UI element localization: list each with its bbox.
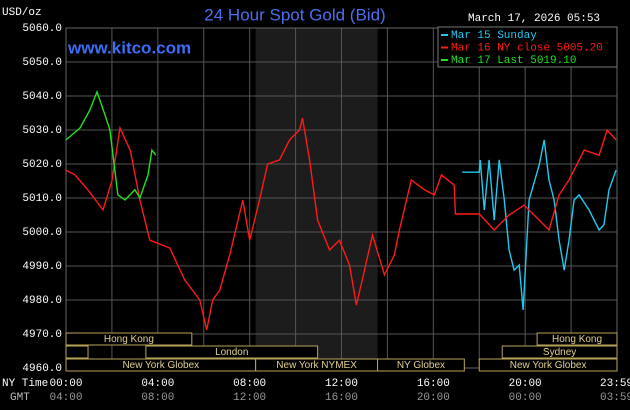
y-tick-label: 5030.0 (22, 125, 62, 137)
y-tick-label: 4970.0 (22, 329, 62, 341)
y-tick-label: 4990.0 (22, 261, 62, 273)
x-tick-label: 04:00 (49, 392, 82, 404)
session-label: Hong Kong (552, 334, 602, 345)
x-tick-label: 12:00 (325, 378, 358, 390)
session-box (65, 332, 193, 346)
x-tick-label: 20:00 (417, 392, 450, 404)
session-box (145, 345, 319, 359)
x-row-label: NY Time (2, 378, 48, 390)
x-tick-label: 08:00 (141, 392, 174, 404)
y-tick-label: 4960.0 (22, 363, 62, 375)
x-tick-label: 16:00 (325, 392, 358, 404)
plot-area (65, 27, 618, 369)
session-label: New York NYMEX (276, 360, 357, 371)
legend-label: Mar 17 Last 5019.10 (451, 55, 576, 67)
x-tick-label: 04:00 (141, 378, 174, 390)
x-tick-label: 08:00 (233, 378, 266, 390)
y-tick-label: 5000.0 (22, 227, 62, 239)
timestamp: March 17, 2026 05:53 (468, 13, 600, 25)
legend-label: Mar 16 NY close 5005.20 (451, 42, 603, 54)
session-label: New York Globex (122, 360, 199, 371)
x-tick-label: 00:00 (509, 392, 542, 404)
session-label: Sydney (543, 347, 576, 358)
price-line (65, 89, 157, 201)
session-box (478, 358, 618, 372)
y-tick-label: 5060.0 (22, 23, 62, 35)
x-tick-label: 16:00 (417, 378, 450, 390)
watermark: www.kitco.com (67, 38, 191, 57)
session-label: London (215, 347, 248, 358)
y-tick-label: 4980.0 (22, 295, 62, 307)
y-unit: USD/oz (2, 7, 42, 19)
session-label: New York Globex (510, 360, 587, 371)
x-tick-label: 03:59 (600, 392, 630, 404)
session-box (377, 358, 465, 372)
x-tick-label: 23:59 (600, 378, 630, 390)
x-tick-label: 00:00 (49, 378, 82, 390)
chart-title: 24 Hour Spot Gold (Bid) (204, 5, 385, 24)
session-box (501, 345, 618, 359)
y-tick-label: 5010.0 (22, 193, 62, 205)
session-box (65, 345, 89, 359)
session-label: NY Globex (397, 360, 445, 371)
x-row-label: GMT (10, 392, 30, 404)
x-tick-label: 20:00 (509, 378, 542, 390)
y-tick-label: 5020.0 (22, 159, 62, 171)
legend-label: Mar 15 Sunday (451, 30, 537, 42)
price-line (65, 117, 617, 331)
y-tick-label: 5040.0 (22, 91, 62, 103)
session-box (536, 332, 618, 346)
y-tick-label: 5050.0 (22, 57, 62, 69)
session-label: Hong Kong (104, 334, 154, 345)
price-line (462, 139, 617, 310)
legend-box (437, 26, 618, 68)
x-tick-label: 12:00 (233, 392, 266, 404)
